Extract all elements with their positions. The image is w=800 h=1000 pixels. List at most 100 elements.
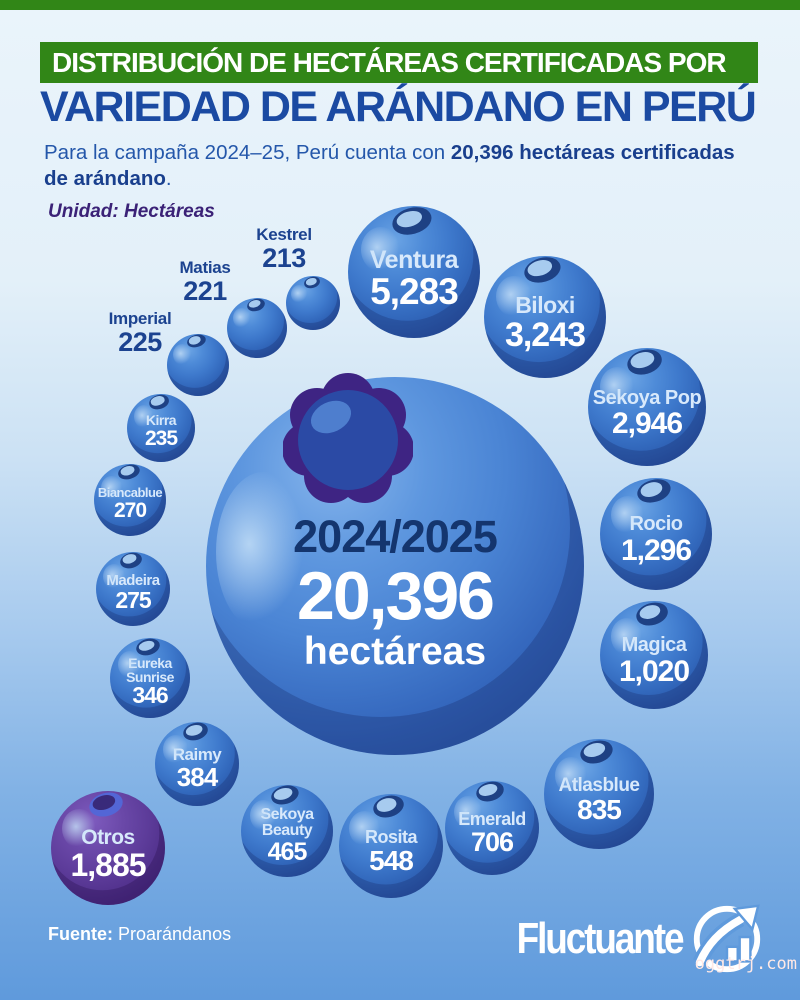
calyx-eye-highlight bbox=[629, 349, 656, 370]
intro-tail: . bbox=[165, 167, 172, 190]
source-label: Fuente: bbox=[48, 924, 113, 944]
unit-note: Unidad: Hectáreas bbox=[48, 201, 215, 222]
outside-label-imperial: Imperial 225 bbox=[70, 309, 210, 357]
berry-atlasblue: Atlasblue 835 bbox=[544, 736, 654, 849]
variety-name-label: Matias bbox=[179, 258, 231, 277]
variety-value-label: 213 bbox=[262, 243, 306, 273]
berry-matias bbox=[227, 296, 287, 358]
berry-sekoya-pop: Sekoya Pop 2,946 bbox=[588, 345, 706, 466]
variety-value-label: 835 bbox=[577, 794, 622, 826]
calyx-eye-highlight bbox=[582, 740, 607, 760]
berry-raimy: Raimy 384 bbox=[155, 720, 239, 806]
calyx-eye-highlight bbox=[477, 782, 499, 799]
berry-sheen bbox=[291, 284, 308, 303]
variety-value-label: 1,020 bbox=[618, 654, 690, 688]
calyx-eye-highlight bbox=[90, 792, 117, 813]
calyx-eye-highlight bbox=[137, 639, 156, 653]
intro-paragraph: Para la campaña 2024–25, Perú cuenta con… bbox=[44, 140, 756, 192]
variety-value-label: 221 bbox=[183, 276, 227, 306]
calyx-eye-highlight bbox=[304, 276, 317, 286]
berry-biloxi: Biloxi 3,243 bbox=[484, 253, 606, 378]
kicker-text: DISTRIBUCIÓN DE HECTÁREAS CERTIFICADAS P… bbox=[52, 47, 727, 78]
variety-value-label: 706 bbox=[470, 827, 514, 858]
berry-sheen bbox=[611, 495, 645, 534]
variety-value-label: 346 bbox=[132, 682, 168, 709]
berry-sheen bbox=[454, 796, 483, 828]
calyx-eye-highlight bbox=[375, 795, 399, 814]
outside-label-kestrel: Kestrel 213 bbox=[214, 225, 354, 273]
berry-sheen bbox=[496, 275, 533, 317]
berry-sheen bbox=[163, 735, 189, 764]
variety-value-label: 548 bbox=[369, 845, 414, 877]
calyx-eye-highlight bbox=[637, 602, 662, 621]
source-name: Proarándanos bbox=[118, 924, 232, 944]
calyx-eye-highlight bbox=[150, 395, 166, 407]
berry-ventura: Ventura 5,283 bbox=[348, 203, 480, 338]
variety-value-label: 270 bbox=[113, 498, 147, 522]
berry-magica: Magica 1,020 bbox=[600, 598, 708, 709]
berry-sheen bbox=[101, 475, 123, 500]
berry-sheen bbox=[233, 307, 251, 328]
variety-value-label: 5,283 bbox=[370, 271, 459, 313]
calyx-eye-highlight bbox=[639, 479, 665, 499]
central-berry-text: 2024/2025 20,396 hectáreas bbox=[206, 513, 584, 673]
variety-name-label: Imperial bbox=[108, 309, 172, 328]
calyx-eye-highlight bbox=[184, 723, 203, 738]
variety-value-label: 1,885 bbox=[70, 846, 146, 883]
berry-kestrel bbox=[286, 274, 340, 330]
calyx-eye-highlight bbox=[188, 334, 203, 346]
variety-value-label: 275 bbox=[115, 586, 151, 613]
fluctuante-logo-icon bbox=[693, 904, 761, 973]
berry-rosita: Rosita 548 bbox=[339, 791, 443, 898]
berry-sheen bbox=[103, 563, 126, 589]
intro-lead: Para la campaña 2024–25, Perú cuenta con bbox=[44, 141, 451, 164]
berry-sheen bbox=[361, 227, 401, 272]
variety-value-label: 1,296 bbox=[620, 533, 692, 567]
variety-value-label: 2,946 bbox=[611, 407, 683, 441]
watermark: oggtrj.com bbox=[694, 954, 797, 974]
variety-value-label: 235 bbox=[144, 426, 178, 450]
berry-sheen bbox=[349, 810, 381, 846]
berry-sheen bbox=[62, 809, 97, 848]
source-line: Fuente: Proarándanos bbox=[48, 924, 231, 945]
page-title: VARIEDAD DE ARÁNDANO EN PERÚ bbox=[40, 83, 757, 131]
berry-imperial bbox=[167, 332, 229, 396]
berry-kirra: Kirra 235 bbox=[127, 392, 195, 462]
variety-value-label: 384 bbox=[176, 761, 218, 792]
berry-sheen bbox=[173, 343, 192, 365]
calyx-eye-highlight bbox=[121, 553, 139, 566]
berry-sheen bbox=[599, 366, 636, 407]
brand-name: Fluctuante bbox=[516, 914, 684, 963]
calyx-eye-highlight bbox=[273, 786, 294, 802]
central-berry: 2024/2025 20,396 hectáreas bbox=[206, 373, 584, 755]
calyx-eye-highlight bbox=[393, 207, 424, 231]
total-hectares-unit: hectáreas bbox=[303, 630, 487, 673]
berry-otros: Otros 1,885 bbox=[51, 788, 165, 905]
berry-sekoya-beauty: Sekoya Beauty 465 bbox=[241, 782, 333, 877]
berry-highlight bbox=[216, 472, 311, 632]
calyx-eye-highlight bbox=[119, 465, 136, 478]
variety-value-label: 225 bbox=[118, 327, 162, 357]
berry-sheen bbox=[118, 650, 142, 678]
calyx-eye-highlight bbox=[526, 257, 554, 279]
berry-rocio: Rocio 1,296 bbox=[600, 475, 712, 590]
season-label: 2024/2025 bbox=[293, 511, 498, 562]
intro-bold: 20,396 hectáreas certificadas de arándan… bbox=[44, 141, 735, 190]
berry-emerald: Emerald 706 bbox=[445, 778, 539, 875]
berry-biancablue: Biancablue 270 bbox=[94, 462, 166, 536]
outside-label-matias: Matias 221 bbox=[135, 258, 275, 306]
variety-value-label: 465 bbox=[267, 837, 308, 866]
berry-sheen bbox=[610, 618, 644, 655]
berry-madeira: Madeira 275 bbox=[96, 550, 170, 626]
variety-value-label: 3,243 bbox=[504, 315, 586, 354]
brand-lockup: Fluctuante bbox=[485, 900, 766, 978]
berry-sheen bbox=[555, 756, 588, 794]
kicker-banner: DISTRIBUCIÓN DE HECTÁREAS CERTIFICADAS P… bbox=[40, 42, 758, 83]
variety-name-label: Kestrel bbox=[256, 225, 312, 244]
calyx-flower-icon bbox=[283, 373, 413, 503]
berry-eureka-sunrise: Eureka Sunrise 346 bbox=[110, 636, 190, 718]
berry-sheen bbox=[250, 799, 278, 831]
top-accent-bar bbox=[0, 0, 800, 10]
